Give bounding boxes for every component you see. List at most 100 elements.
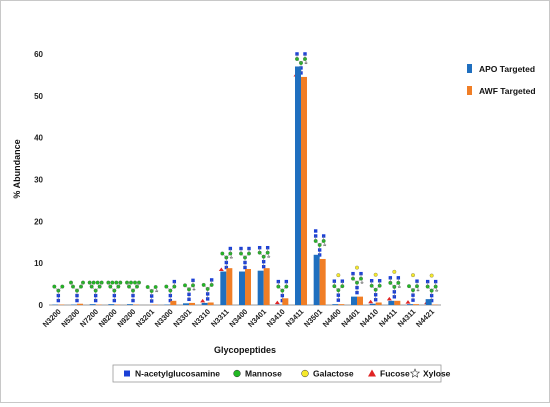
glycan-icon [200, 278, 213, 302]
x-tick-label: N3200 [41, 307, 63, 329]
x-tick-label: N3501 [302, 307, 324, 329]
monosaccharide-circle [129, 281, 133, 285]
glycan-icon [53, 285, 65, 302]
glycan-icon [125, 281, 141, 302]
monosaccharide-legend-label: Galactose [313, 369, 354, 379]
y-tick-label: 10 [34, 259, 43, 268]
bar-apo-n9200 [127, 304, 133, 305]
x-tick-label: N5200 [59, 307, 81, 329]
bar-awf-n4311 [413, 304, 419, 305]
monosaccharide-legend-label: Mannose [245, 369, 282, 379]
xylose-star [193, 287, 196, 290]
mannose-legend-icon [234, 370, 241, 377]
x-tick-label: N4410 [358, 307, 380, 329]
fucose-triangle [200, 299, 205, 303]
fucose-triangle [387, 297, 392, 301]
glycan-icon [107, 281, 123, 302]
monosaccharide-legend: N-acetylglucosamine Mannose Galactose Fucos… [113, 365, 451, 382]
monosaccharide-circle [393, 270, 397, 274]
bar-apo-n3301 [183, 303, 189, 305]
glycan-icon [368, 273, 381, 303]
monosaccharide-circle [133, 281, 137, 285]
x-axis-title: Glycopeptides [214, 345, 276, 355]
monosaccharide-circle [221, 252, 225, 256]
glcnac-legend-icon [124, 371, 130, 377]
bar-awf-n3411 [301, 77, 307, 305]
x-tick-label: N3311 [209, 307, 231, 329]
bar-awf-n3401 [264, 268, 270, 305]
bar-awf-n3301 [189, 303, 195, 305]
bar-awf-n3410 [282, 298, 288, 305]
xylose-star [435, 289, 438, 292]
x-tick-label: N3301 [171, 307, 193, 329]
monosaccharide-circle [146, 285, 150, 289]
xylose-star [361, 281, 364, 284]
xylose-star [230, 256, 233, 259]
bar-apo-n4410 [370, 304, 376, 305]
x-tick-label: N3411 [284, 307, 306, 329]
monosaccharide-circle [355, 266, 359, 270]
galactose-legend-icon [302, 370, 309, 377]
x-tick-label: N3410 [265, 307, 287, 329]
glycan-icon [258, 246, 270, 268]
fucose-triangle [406, 300, 411, 304]
bar-apo-n3311 [220, 272, 226, 305]
glycan-icon [314, 229, 326, 256]
y-tick-label: 0 [39, 301, 44, 310]
monosaccharide-circle [98, 285, 102, 289]
glycan-icon [219, 247, 233, 271]
x-tick-label: N3300 [153, 307, 175, 329]
monosaccharide-legend-label: Fucose [380, 369, 410, 379]
monosaccharide-circle [430, 274, 434, 278]
glcnac-square [314, 229, 317, 232]
bar-apo-n3411 [295, 66, 301, 305]
glycan-icon [406, 273, 420, 303]
bar-apo-n8200 [108, 304, 114, 305]
monosaccharide-circle [125, 281, 129, 285]
bar-awf-n3300 [170, 301, 176, 305]
y-tick-label: 60 [34, 50, 43, 59]
bar-awf-n3310 [208, 302, 214, 305]
y-tick-label: 50 [34, 92, 43, 101]
fucose-triangle [275, 301, 280, 305]
bar-apo-n3501 [314, 255, 320, 305]
bar-awf-n4401 [357, 297, 363, 305]
monosaccharide-legend-label: N-acetylglucosamine [135, 369, 220, 379]
bar-apo-n4311 [407, 304, 413, 305]
monosaccharide-circle [411, 273, 415, 277]
glycan-structure-icons [53, 52, 439, 304]
x-tick-label: N4421 [414, 307, 436, 329]
monosaccharide-circle [117, 285, 121, 289]
monosaccharide-circle [88, 281, 92, 285]
glycan-icon [88, 281, 104, 302]
glycan-icon [69, 281, 85, 302]
monosaccharide-circle [202, 283, 206, 287]
monosaccharide-circle [337, 273, 341, 277]
bar-awf-n4411 [394, 301, 400, 305]
xylose-star [323, 243, 326, 246]
bar-awf-n4410 [376, 302, 382, 305]
monosaccharide-circle [111, 281, 115, 285]
bar-apo-n4421 [426, 299, 432, 305]
x-tick-label: N4401 [339, 307, 361, 329]
bar-apo-n4411 [388, 301, 394, 305]
bar-apo-n3310 [202, 303, 208, 305]
glycan-icon [333, 273, 345, 301]
y-tick-label: 20 [34, 217, 43, 226]
x-tick-label: N3401 [246, 307, 268, 329]
monosaccharide-circle [165, 285, 169, 289]
monosaccharide-circle [115, 281, 119, 285]
xylose-star [155, 289, 158, 292]
bar-apo-n4401 [351, 297, 357, 305]
x-tick-label: N9200 [115, 307, 137, 329]
monosaccharide-circle [183, 284, 187, 288]
xylose-star [398, 285, 401, 288]
y-tick-label: 40 [34, 134, 43, 143]
x-tick-label: N4411 [377, 307, 399, 329]
legend-label: APO Targeted [479, 64, 535, 74]
monosaccharide-circle [374, 273, 378, 277]
glycan-icon [146, 285, 158, 302]
bar-apo-n7200 [90, 304, 96, 305]
y-tick-label: 30 [34, 175, 43, 184]
